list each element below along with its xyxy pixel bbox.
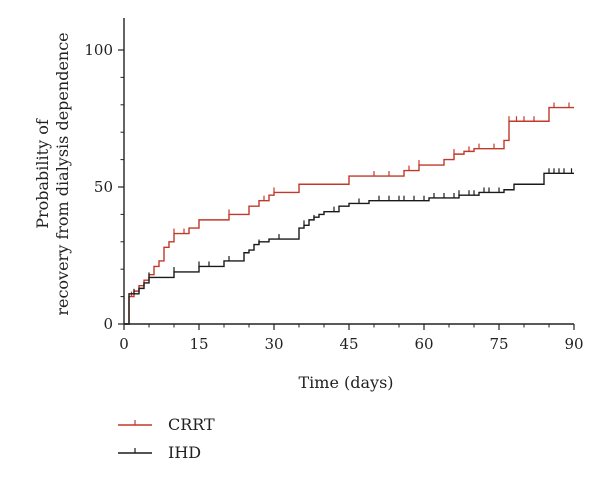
x-tick-label-4: 60 xyxy=(414,335,433,353)
x-tick-label-6: 90 xyxy=(564,335,583,353)
legend: CRRT IHD xyxy=(118,415,215,462)
x-tick-label-2: 30 xyxy=(264,335,283,353)
x-axis-title: Time (days) xyxy=(298,373,393,392)
ihd-survival-curve xyxy=(124,172,574,325)
legend-label-ihd: IHD xyxy=(168,443,201,462)
plot-area xyxy=(124,102,574,325)
x-tick-label-5: 75 xyxy=(489,335,508,353)
crrt-survival-curve xyxy=(124,106,574,325)
ticks: 0 15 30 45 60 75 90 0 50 100 xyxy=(84,41,583,353)
y-axis-title-line-2: recovery from dialysis dependence xyxy=(53,32,72,315)
x-tick-label-3: 45 xyxy=(339,335,358,353)
x-tick-label-0: 0 xyxy=(119,335,129,353)
axes xyxy=(123,18,574,325)
y-tick-label-1: 50 xyxy=(94,178,113,196)
x-tick-label-1: 15 xyxy=(189,335,208,353)
y-axis-title-line-1: Probability of xyxy=(33,118,52,229)
y-tick-label-2: 100 xyxy=(84,41,113,59)
y-tick-label-0: 0 xyxy=(103,315,113,333)
legend-label-crrt: CRRT xyxy=(168,415,215,434)
